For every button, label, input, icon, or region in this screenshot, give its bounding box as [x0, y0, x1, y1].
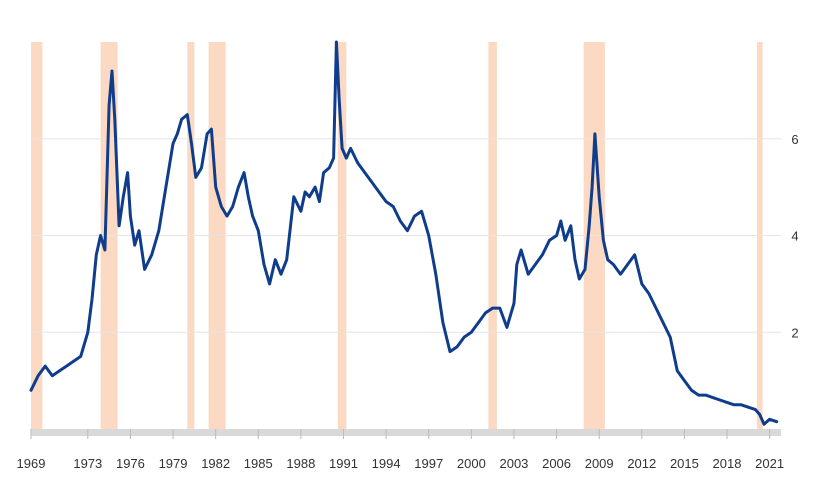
x-axis-baseline: [31, 429, 781, 436]
x-tick-label-2012: 2012: [627, 456, 656, 471]
y-tick-label-4: 4: [791, 229, 798, 244]
x-tick-label-2006: 2006: [542, 456, 571, 471]
x-tick-label-1994: 1994: [372, 456, 401, 471]
x-tick-label-1976: 1976: [116, 456, 145, 471]
x-tick-label-1985: 1985: [244, 456, 273, 471]
x-tick-label-2003: 2003: [499, 456, 528, 471]
x-tick-label-1988: 1988: [286, 456, 315, 471]
gridlines: [31, 138, 781, 333]
y-axis-ticks: 2 4 6: [791, 132, 798, 341]
x-tick-label-2009: 2009: [585, 456, 614, 471]
x-tick-label-1997: 1997: [414, 456, 443, 471]
x-tick-label-2015: 2015: [670, 456, 699, 471]
x-tick-label-1979: 1979: [159, 456, 188, 471]
x-tick-label-1969: 1969: [17, 456, 46, 471]
y-tick-label-2: 2: [791, 325, 798, 340]
x-tick-label-2000: 2000: [457, 456, 486, 471]
x-tick-label-1973: 1973: [73, 456, 102, 471]
x-axis-ticks: 1969 1973 1976 1979 1982 1985 1988 1991 1994 1997…: [17, 429, 784, 471]
x-tick-label-2021: 2021: [755, 456, 784, 471]
x-tick-label-1991: 1991: [329, 456, 358, 471]
series-lines: [29, 40, 779, 426]
series-line-1: [29, 40, 779, 426]
x-tick-label-1982: 1982: [201, 456, 230, 471]
x-tick-label-2018: 2018: [713, 456, 742, 471]
y-tick-label-6: 6: [791, 132, 798, 147]
